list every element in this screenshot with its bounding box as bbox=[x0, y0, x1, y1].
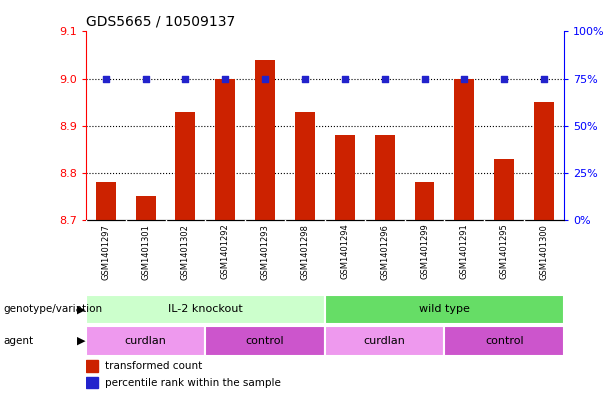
Bar bbox=[96, 182, 116, 220]
Text: percentile rank within the sample: percentile rank within the sample bbox=[105, 378, 281, 387]
Text: GSM1401298: GSM1401298 bbox=[300, 224, 310, 279]
Bar bbox=[414, 182, 435, 220]
Bar bbox=[86, 326, 205, 356]
Bar bbox=[295, 112, 315, 220]
Text: GSM1401297: GSM1401297 bbox=[101, 224, 110, 279]
Point bbox=[300, 75, 310, 82]
Text: GSM1401302: GSM1401302 bbox=[181, 224, 190, 279]
Bar bbox=[86, 376, 98, 388]
Text: GSM1401292: GSM1401292 bbox=[221, 224, 230, 279]
Bar bbox=[325, 326, 444, 356]
Text: GSM1401301: GSM1401301 bbox=[141, 224, 150, 279]
Point bbox=[379, 75, 390, 82]
Text: GSM1401293: GSM1401293 bbox=[261, 224, 270, 279]
Text: agent: agent bbox=[3, 336, 33, 346]
Point bbox=[340, 75, 349, 82]
Point bbox=[141, 75, 151, 82]
Text: transformed count: transformed count bbox=[105, 361, 202, 371]
Bar bbox=[205, 326, 325, 356]
Bar bbox=[255, 60, 275, 220]
Point bbox=[419, 75, 429, 82]
Bar bbox=[335, 135, 355, 220]
Text: IL-2 knockout: IL-2 knockout bbox=[168, 305, 243, 314]
Point bbox=[181, 75, 191, 82]
Bar bbox=[215, 79, 235, 220]
Point bbox=[499, 75, 509, 82]
Text: GSM1401299: GSM1401299 bbox=[420, 224, 429, 279]
Point bbox=[101, 75, 111, 82]
Bar bbox=[86, 295, 325, 324]
Text: wild type: wild type bbox=[419, 305, 470, 314]
Text: genotype/variation: genotype/variation bbox=[3, 305, 102, 314]
Text: ▶: ▶ bbox=[77, 305, 86, 314]
Text: control: control bbox=[485, 336, 524, 346]
Bar bbox=[375, 135, 395, 220]
Text: GSM1401291: GSM1401291 bbox=[460, 224, 469, 279]
Point bbox=[539, 75, 549, 82]
Bar bbox=[444, 326, 564, 356]
Text: GDS5665 / 10509137: GDS5665 / 10509137 bbox=[86, 15, 235, 29]
Text: ▶: ▶ bbox=[77, 336, 86, 346]
Bar bbox=[454, 79, 474, 220]
Bar bbox=[135, 196, 156, 220]
Text: GSM1401296: GSM1401296 bbox=[380, 224, 389, 279]
Text: control: control bbox=[246, 336, 284, 346]
Text: GSM1401294: GSM1401294 bbox=[340, 224, 349, 279]
Text: curdlan: curdlan bbox=[124, 336, 167, 346]
Bar bbox=[534, 102, 554, 220]
Text: GSM1401300: GSM1401300 bbox=[539, 224, 549, 279]
Text: curdlan: curdlan bbox=[364, 336, 406, 346]
Text: GSM1401295: GSM1401295 bbox=[500, 224, 509, 279]
Bar bbox=[175, 112, 196, 220]
Bar bbox=[494, 159, 514, 220]
Point bbox=[221, 75, 230, 82]
Point bbox=[460, 75, 470, 82]
Bar bbox=[86, 360, 98, 372]
Point bbox=[261, 75, 270, 82]
Bar bbox=[325, 295, 564, 324]
